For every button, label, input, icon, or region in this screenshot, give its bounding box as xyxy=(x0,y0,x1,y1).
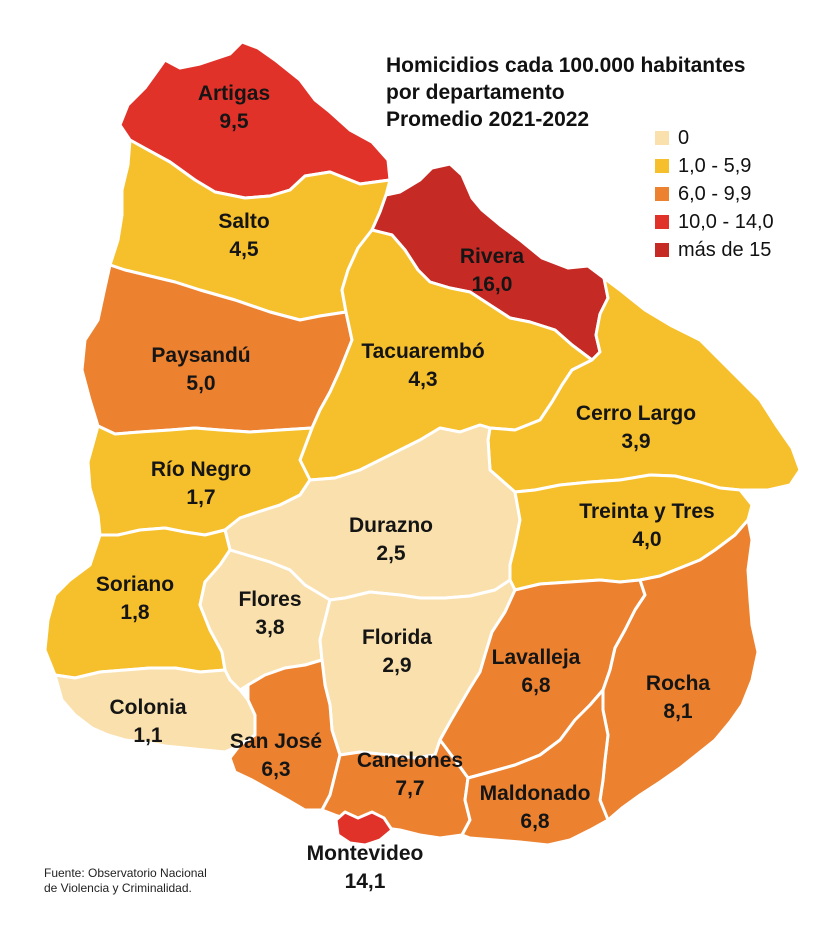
legend-item-4: más de 15 xyxy=(655,236,774,264)
florida-name-label: Florida xyxy=(362,626,432,649)
flores-value-label: 3,8 xyxy=(255,616,285,639)
colonia-value-label: 1,1 xyxy=(133,724,163,747)
legend-item-0: 0 xyxy=(655,124,774,152)
flores-name-label: Flores xyxy=(238,588,301,611)
title-line-2: por departamento xyxy=(386,81,565,104)
durazno-name-label: Durazno xyxy=(349,514,433,537)
title-line-1: Homicidios cada 100.000 habitantes xyxy=(386,54,746,77)
legend-swatch-0 xyxy=(655,131,669,145)
legend-swatch-1 xyxy=(655,159,669,173)
soriano-value-label: 1,8 xyxy=(120,601,150,624)
cerro-largo-value-label: 3,9 xyxy=(621,430,650,453)
legend-label-4: más de 15 xyxy=(678,238,772,261)
legend-item-2: 6,0 - 9,9 xyxy=(655,180,774,208)
montevideo-name-label: Montevideo xyxy=(307,842,424,865)
maldonado-value-label: 6,8 xyxy=(520,810,550,833)
san-jose-name-label: San José xyxy=(230,730,322,753)
montevideo-value-label: 14,1 xyxy=(345,870,386,893)
maldonado-region[interactable] xyxy=(460,688,610,847)
legend-label-2: 6,0 - 9,9 xyxy=(678,182,752,205)
canelones-name-label: Canelones xyxy=(357,749,463,772)
legend-item-1: 1,0 - 5,9 xyxy=(655,152,774,180)
legend-swatch-4 xyxy=(655,243,669,257)
canelones-region[interactable] xyxy=(320,738,472,840)
cerro-largo-name-label: Cerro Largo xyxy=(576,402,696,425)
rivera-value-label: 16,0 xyxy=(472,273,513,296)
paysandu-name-label: Paysandú xyxy=(151,344,250,367)
soriano-name-label: Soriano xyxy=(96,573,174,596)
lavalleja-name-label: Lavalleja xyxy=(492,646,581,669)
legend: 0 1,0 - 5,9 6,0 - 9,9 10,0 - 14,0 más de… xyxy=(655,124,774,264)
map-title: Homicidios cada 100.000 habitantes por d… xyxy=(386,52,806,133)
salto-name-label: Salto xyxy=(218,210,269,233)
legend-label-3: 10,0 - 14,0 xyxy=(678,210,774,233)
tacuarembo-name-label: Tacuarembó xyxy=(361,340,484,363)
source-note: Fuente: Observatorio Nacional de Violenc… xyxy=(44,866,207,896)
rocha-name-label: Rocha xyxy=(646,672,711,695)
durazno-value-label: 2,5 xyxy=(376,542,406,565)
florida-value-label: 2,9 xyxy=(382,654,411,677)
paysandu-value-label: 5,0 xyxy=(186,372,215,395)
san-jose-value-label: 6,3 xyxy=(261,758,290,781)
salto-value-label: 4,5 xyxy=(229,238,259,261)
legend-swatch-3 xyxy=(655,215,669,229)
legend-swatch-2 xyxy=(655,187,669,201)
rio-negro-value-label: 1,7 xyxy=(186,486,215,509)
source-line-1: Fuente: Observatorio Nacional xyxy=(44,866,207,880)
artigas-name-label: Artigas xyxy=(198,82,270,105)
rivera-name-label: Rivera xyxy=(460,245,525,268)
legend-label-0: 0 xyxy=(678,126,690,149)
maldonado-name-label: Maldonado xyxy=(480,782,591,805)
rio-negro-name-label: Río Negro xyxy=(151,458,251,481)
tacuarembo-value-label: 4,3 xyxy=(408,368,437,391)
colonia-name-label: Colonia xyxy=(110,696,187,719)
treinta-y-tres-name-label: Treinta y Tres xyxy=(579,500,714,523)
rocha-value-label: 8,1 xyxy=(663,700,693,723)
title-line-3: Promedio 2021-2022 xyxy=(386,108,590,131)
treinta-y-tres-value-label: 4,0 xyxy=(632,528,661,551)
legend-label-1: 1,0 - 5,9 xyxy=(678,154,752,177)
montevideo-region[interactable] xyxy=(334,810,394,847)
artigas-value-label: 9,5 xyxy=(219,110,249,133)
lavalleja-value-label: 6,8 xyxy=(521,674,551,697)
source-line-2: de Violencia y Criminalidad. xyxy=(44,881,192,895)
canelones-value-label: 7,7 xyxy=(395,777,424,800)
legend-item-3: 10,0 - 14,0 xyxy=(655,208,774,236)
rocha-region[interactable] xyxy=(598,518,760,822)
